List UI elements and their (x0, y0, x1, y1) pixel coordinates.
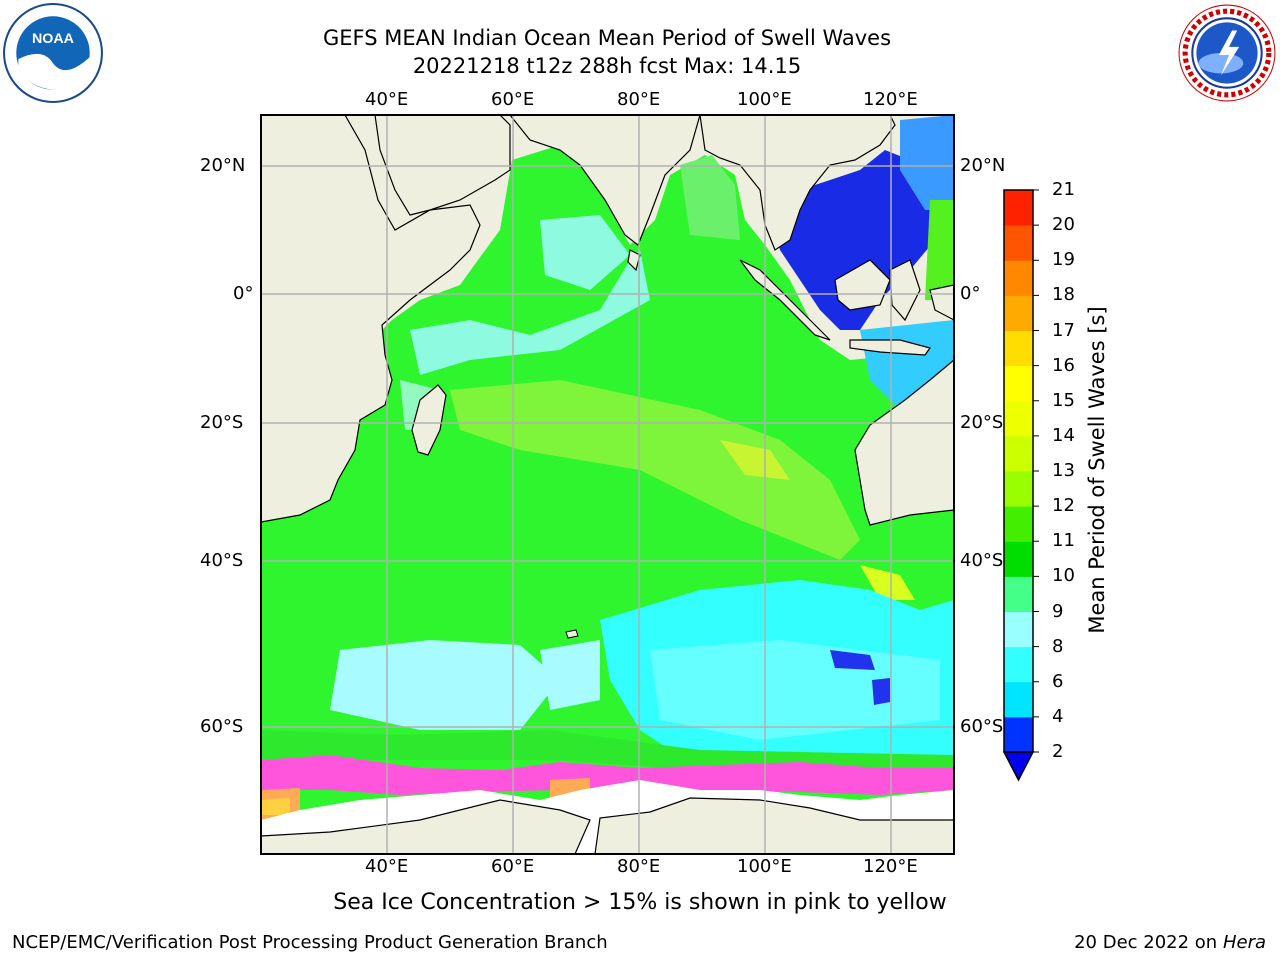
lat-label-right: 20°N (960, 155, 1006, 176)
colorbar-tick-label: 21 (1052, 179, 1075, 200)
colorbar-segment (1004, 576, 1033, 612)
arabia (374, 115, 511, 216)
lat-label-right: 20°S (960, 412, 1004, 433)
colorbar-segment (1004, 681, 1033, 718)
colorbar-tick-label: 19 (1052, 249, 1075, 271)
lat-label-left: 20°N (200, 155, 246, 176)
map-frame (260, 114, 955, 855)
colorbar-tick-label: 2 (1052, 741, 1064, 762)
colorbar-segment (1004, 541, 1033, 577)
colorbar-segment (1004, 260, 1033, 296)
colorbar-segment (1004, 716, 1033, 753)
lon-label-bottom: 40°E (365, 856, 409, 877)
colorbar-tick-label: 18 (1052, 284, 1075, 306)
lon-label-bottom: 120°E (863, 856, 918, 877)
colorbar-segment (1004, 435, 1033, 472)
colorbar-tick-label: 6 (1052, 670, 1064, 692)
colorbar-tick-label: 11 (1052, 530, 1075, 552)
credit-date: 20 Dec 2022 on (1074, 932, 1218, 953)
credit-host: Hera (1222, 932, 1266, 953)
colorbar-tick-label: 10 (1052, 565, 1075, 587)
colorbar-segment (1004, 225, 1033, 261)
australia (854, 359, 954, 526)
lat-label-left: 20°S (200, 412, 244, 433)
colorbar-segment (1004, 471, 1033, 507)
footnote: Sea Ice Concentration > 15% is shown in … (333, 890, 947, 915)
lat-label-left: 60°S (200, 716, 244, 737)
colorbar-segment (1004, 506, 1033, 542)
nws-logo (1178, 4, 1276, 102)
colorbar-tick-label: 4 (1052, 705, 1064, 727)
lon-label-bottom: 60°E (491, 856, 535, 877)
colorbar (1002, 189, 1039, 782)
colorbar-segment (1004, 400, 1033, 437)
lat-label-right: 60°S (960, 716, 1004, 737)
colorbar-tick-label: 14 (1052, 424, 1075, 446)
graticule (261, 115, 954, 854)
colorbar-extend-arrow (1002, 751, 1035, 782)
colorbar-tick-label: 8 (1052, 635, 1064, 657)
colorbar-segment (1004, 190, 1033, 226)
lon-label-top: 100°E (737, 89, 792, 110)
light-cyan-band (410, 250, 650, 375)
sea-ice-band (261, 755, 954, 795)
lon-label-bottom: 100°E (737, 856, 792, 877)
india (509, 115, 701, 246)
colorbar-tick-label: 13 (1052, 460, 1075, 481)
lon-label-top: 60°E (491, 89, 535, 110)
lon-label-top: 80°E (617, 89, 661, 110)
colorbar-tick-label: 12 (1052, 495, 1075, 517)
colorbar-segment (1004, 295, 1033, 331)
madagascar (411, 384, 447, 456)
colorbar-tick-label: 15 (1052, 389, 1075, 411)
colorbar-segment (1004, 330, 1033, 367)
credit-right: 20 Dec 2022 on Hera (1074, 932, 1266, 953)
lon-label-bottom: 80°E (617, 856, 661, 877)
colorbar-segment (1004, 646, 1033, 683)
colorbar-tick-label: 16 (1052, 354, 1075, 376)
lon-label-top: 40°E (365, 89, 409, 110)
svg-text:NOAA: NOAA (32, 31, 74, 47)
noaa-logo: NOAA (3, 3, 103, 103)
chart-title: GEFS MEAN Indian Ocean Mean Period of Sw… (322, 26, 892, 50)
chart-subtitle: 20221218 t12z 288h fcst Max: 14.15 (412, 54, 802, 78)
credit-left: NCEP/EMC/Verification Post Processing Pr… (12, 932, 608, 953)
lon-label-top: 120°E (863, 89, 918, 110)
southeast-asia (699, 115, 896, 251)
lat-label-right: 0° (960, 283, 981, 304)
lat-label-right: 40°S (960, 550, 1004, 571)
lat-label-left: 40°S (200, 550, 244, 571)
colorbar-segment (1004, 365, 1033, 402)
lat-label-left: 0° (233, 283, 254, 304)
colorbar-tick-label: 17 (1052, 319, 1075, 341)
colorbar-tick-label: 9 (1052, 600, 1064, 622)
colorbar-segment (1004, 611, 1033, 648)
colorbar-tick-label: 20 (1052, 214, 1075, 236)
colorbar-label: Mean Period of Swell Waves [s] (1085, 306, 1109, 634)
